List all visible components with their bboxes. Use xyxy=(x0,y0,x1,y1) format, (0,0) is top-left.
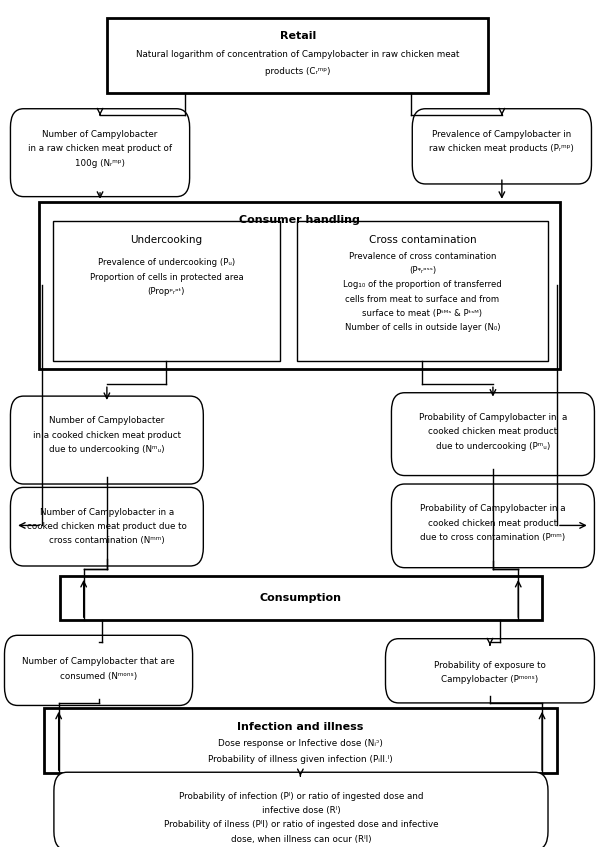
Text: infective dose (Rᴵ): infective dose (Rᴵ) xyxy=(262,806,340,815)
Text: Number of ​Campylobacter​: Number of ​Campylobacter​ xyxy=(43,130,158,139)
Text: Prevalence of ​Campylobacter​ in: Prevalence of ​Campylobacter​ in xyxy=(432,130,571,139)
Text: (Pᵠᵣᵒˢˢ): (Pᵠᵣᵒˢˢ) xyxy=(409,266,436,275)
Text: Number of ​Campylobacter​: Number of ​Campylobacter​ xyxy=(49,416,164,426)
Text: dose, when illness can ocur (Rᴵl): dose, when illness can ocur (Rᴵl) xyxy=(230,834,371,844)
FancyBboxPatch shape xyxy=(44,708,557,773)
Text: Consumption: Consumption xyxy=(260,593,342,603)
Text: Prevalence of undercooking (Pᵤ): Prevalence of undercooking (Pᵤ) xyxy=(98,259,235,267)
FancyBboxPatch shape xyxy=(297,221,548,360)
Text: Log₁₀ of the proportion of transferred: Log₁₀ of the proportion of transferred xyxy=(343,281,502,289)
FancyBboxPatch shape xyxy=(4,635,193,706)
FancyBboxPatch shape xyxy=(391,393,595,476)
Text: Number of ​Campylobacter​ that are: Number of ​Campylobacter​ that are xyxy=(22,657,175,667)
Text: cross contamination (Nᵐᵐ): cross contamination (Nᵐᵐ) xyxy=(49,537,165,545)
Text: Natural logarithm of concentration of ​Campylobacter​ in raw chicken meat: Natural logarithm of concentration of ​C… xyxy=(136,49,460,59)
Text: Undercooking: Undercooking xyxy=(130,235,202,245)
Text: Number of cells in outside layer (N₀): Number of cells in outside layer (N₀) xyxy=(344,323,500,332)
Text: (Propᵖᵣᵒᵗ): (Propᵖᵣᵒᵗ) xyxy=(148,287,185,296)
FancyBboxPatch shape xyxy=(10,109,190,197)
Text: Proportion of cells in protected area: Proportion of cells in protected area xyxy=(89,273,243,282)
Text: raw chicken meat products (Pᵣᵐᵖ): raw chicken meat products (Pᵣᵐᵖ) xyxy=(430,144,574,153)
Text: Probability of illness given infection (Pᵢll.ᴵ): Probability of illness given infection (… xyxy=(208,756,393,764)
FancyBboxPatch shape xyxy=(39,202,560,369)
Text: in a raw chicken meat product of: in a raw chicken meat product of xyxy=(28,144,172,153)
Text: due to undercooking (Nᵐᵤ): due to undercooking (Nᵐᵤ) xyxy=(49,445,164,455)
Text: due to cross contamination (Pᵐᵐ): due to cross contamination (Pᵐᵐ) xyxy=(421,533,566,542)
Text: Probability of exposure to: Probability of exposure to xyxy=(434,661,546,670)
Text: Number of ​Campylobacter​ in a: Number of ​Campylobacter​ in a xyxy=(40,508,174,516)
Text: Consumer handling: Consumer handling xyxy=(239,215,360,226)
FancyBboxPatch shape xyxy=(412,109,592,184)
Text: consumed (Nᵐᵒⁿˢ): consumed (Nᵐᵒⁿˢ) xyxy=(60,672,137,681)
FancyBboxPatch shape xyxy=(385,639,595,703)
Text: Prevalence of cross contamination: Prevalence of cross contamination xyxy=(349,252,496,260)
FancyBboxPatch shape xyxy=(10,488,203,566)
Text: cells from meat to surface and from: cells from meat to surface and from xyxy=(346,295,499,304)
Text: products (Cᵣᵐᵖ): products (Cᵣᵐᵖ) xyxy=(265,67,331,76)
Text: Infection and illness: Infection and illness xyxy=(237,722,364,732)
Text: Dose response or Infective dose (Nᵢᵓ): Dose response or Infective dose (Nᵢᵓ) xyxy=(218,739,383,748)
Text: Cross contamination: Cross contamination xyxy=(368,235,476,245)
Text: in a cooked chicken meat product: in a cooked chicken meat product xyxy=(33,431,181,440)
Text: Retail: Retail xyxy=(280,31,316,41)
Text: Probability of infection (Pᴵ) or ratio of ingested dose and: Probability of infection (Pᴵ) or ratio o… xyxy=(179,792,423,801)
Text: surface to meat (Pᵗᴹˢ & Pᵗˢᴹ): surface to meat (Pᵗᴹˢ & Pᵗˢᴹ) xyxy=(362,309,482,318)
Text: cooked chicken meat product due to: cooked chicken meat product due to xyxy=(27,522,187,531)
FancyBboxPatch shape xyxy=(107,19,488,92)
Text: cooked chicken meat product: cooked chicken meat product xyxy=(428,519,557,527)
Text: 100g (Nᵣᵐᵖ): 100g (Nᵣᵐᵖ) xyxy=(75,159,125,168)
Text: Probability of ilness (Pᴵl) or ratio of ingested dose and infective: Probability of ilness (Pᴵl) or ratio of … xyxy=(164,820,438,829)
Text: ​Campylobacter​ (Pᵐᵒⁿˢ): ​Campylobacter​ (Pᵐᵒⁿˢ) xyxy=(442,675,539,684)
Text: cooked chicken meat product: cooked chicken meat product xyxy=(428,427,557,437)
Text: Probability of ​Campylobacter​ in  a: Probability of ​Campylobacter​ in a xyxy=(419,413,567,422)
FancyBboxPatch shape xyxy=(53,221,280,360)
FancyBboxPatch shape xyxy=(60,576,542,620)
Text: Probability of ​Campylobacter​ in a: Probability of ​Campylobacter​ in a xyxy=(420,505,566,513)
FancyBboxPatch shape xyxy=(54,773,548,848)
FancyBboxPatch shape xyxy=(391,484,595,567)
FancyBboxPatch shape xyxy=(10,396,203,484)
Text: due to undercooking (Pᵐᵤ): due to undercooking (Pᵐᵤ) xyxy=(436,442,550,451)
